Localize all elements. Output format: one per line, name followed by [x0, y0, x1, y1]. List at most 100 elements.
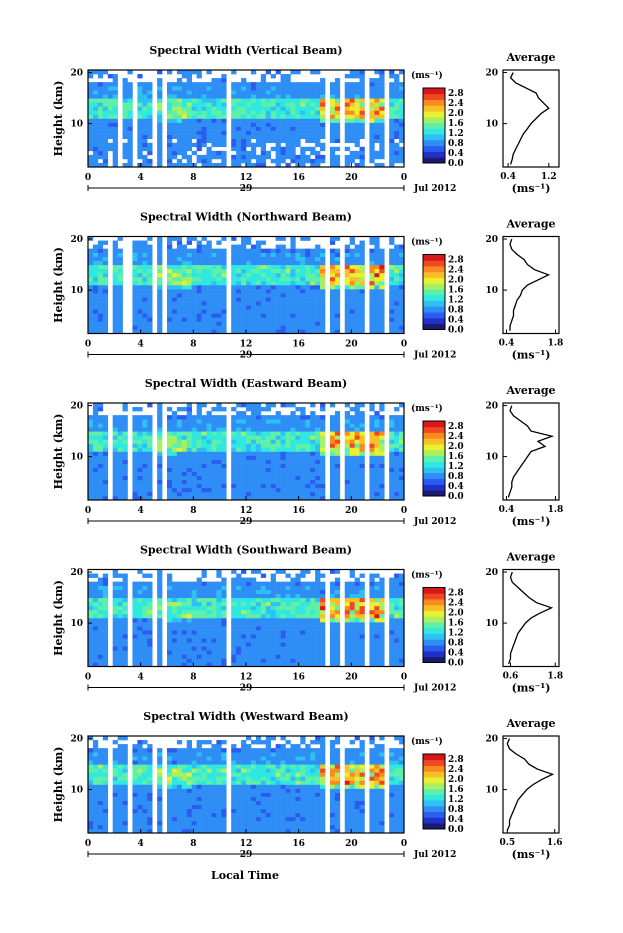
heatmap-cell: [290, 582, 295, 586]
heatmap-cell: [246, 289, 251, 293]
heatmap-cell: [132, 317, 137, 321]
heatmap-cell: [236, 139, 241, 143]
heatmap-cell: [360, 415, 365, 419]
heatmap-cell: [281, 321, 286, 325]
heatmap-cell: [221, 590, 226, 594]
heatmap-cell: [113, 447, 118, 451]
heatmap-cell: [182, 654, 187, 658]
heatmap-cell: [290, 634, 295, 638]
heatmap-cell: [118, 277, 123, 281]
heatmap-cell: [123, 650, 128, 654]
heatmap-cell: [330, 456, 335, 460]
heatmap-cell: [379, 464, 384, 468]
heatmap-cell: [216, 143, 221, 147]
heatmap-cell: [93, 301, 98, 305]
heatmap-cell: [305, 289, 310, 293]
heatmap-cell: [295, 456, 300, 460]
heatmap-cell: [295, 273, 300, 277]
heatmap-cell: [360, 155, 365, 159]
heatmap-cell: [207, 139, 212, 143]
average-frame: [503, 237, 559, 334]
heatmap-cell: [394, 147, 399, 151]
heatmap-cell: [310, 488, 315, 492]
heatmap-cell: [88, 492, 93, 496]
heatmap-cell: [281, 151, 286, 155]
heatmap-cell: [221, 159, 226, 163]
heatmap-cell: [202, 285, 207, 289]
heatmap-cell: [379, 82, 384, 86]
heatmap-cell: [379, 435, 384, 439]
heatmap-cell: [221, 626, 226, 630]
heatmap-cell: [197, 427, 202, 431]
heatmap-cell: [300, 257, 305, 261]
heatmap-cell: [113, 305, 118, 309]
heatmap-cell: [137, 427, 142, 431]
date-day: 29: [240, 184, 253, 194]
heatmap-cell: [192, 452, 197, 456]
heatmap-cell: [266, 484, 271, 488]
heatmap-cell: [157, 650, 162, 654]
heatmap-cell: [118, 646, 123, 650]
heatmap-cell: [216, 249, 221, 253]
x-tick-label: 0: [85, 173, 91, 183]
heatmap-cell: [103, 325, 108, 329]
heatmap-cell: [246, 460, 251, 464]
heatmap: [88, 403, 404, 500]
heatmap-cell: [182, 82, 187, 86]
heatmap-cell: [271, 602, 276, 606]
heatmap-cell: [330, 646, 335, 650]
heatmap-cell: [167, 590, 172, 594]
colorbar-swatch: [423, 306, 445, 312]
heatmap-cell: [98, 297, 103, 301]
heatmap-cell: [123, 419, 128, 423]
heatmap-cell: [355, 443, 360, 447]
heatmap-cell: [157, 151, 162, 155]
heatmap-cell: [118, 650, 123, 654]
heatmap-cell: [172, 439, 177, 443]
heatmap-cell: [172, 415, 177, 419]
heatmap-cell: [88, 586, 93, 590]
heatmap-cell: [157, 472, 162, 476]
heatmap-cell: [345, 654, 350, 658]
heatmap-cell: [355, 658, 360, 662]
heatmap-cell: [241, 464, 246, 468]
heatmap-cell: [128, 151, 133, 155]
heatmap-cell: [147, 594, 152, 598]
colorbar-swatch: [423, 260, 445, 266]
heatmap-cell: [330, 297, 335, 301]
heatmap-cell: [246, 472, 251, 476]
heatmap-cell: [172, 606, 177, 610]
heatmap-cell: [192, 273, 197, 277]
heatmap-cell: [137, 261, 142, 265]
colorbar-tick-label: 1.6: [448, 452, 464, 462]
heatmap-cell: [360, 94, 365, 98]
heatmap-cell: [330, 110, 335, 114]
heatmap-cell: [335, 106, 340, 110]
heatmap-cell: [211, 435, 216, 439]
heatmap-cell: [330, 159, 335, 163]
heatmap-cell: [177, 313, 182, 317]
heatmap-cell: [350, 269, 355, 273]
heatmap-cell: [379, 456, 384, 460]
heatmap-cell: [128, 82, 133, 86]
heatmap-cell: [350, 114, 355, 118]
heatmap-cell: [167, 143, 172, 147]
heatmap-cell: [137, 650, 142, 654]
heatmap-cell: [167, 317, 172, 321]
heatmap-cell: [216, 98, 221, 102]
heatmap-cell: [261, 94, 266, 98]
heatmap-cell: [172, 265, 177, 269]
heatmap-cell: [345, 614, 350, 618]
heatmap-cell: [98, 480, 103, 484]
heatmap-cell: [374, 618, 379, 622]
heatmap-cell: [379, 293, 384, 297]
heatmap-cell: [286, 127, 291, 131]
heatmap-cell: [256, 435, 261, 439]
heatmap-cell: [88, 297, 93, 301]
heatmap-cell: [330, 123, 335, 127]
heatmap-cell: [187, 321, 192, 325]
heatmap-cell: [251, 488, 256, 492]
heatmap-cell: [300, 427, 305, 431]
heatmap-cell: [315, 123, 320, 127]
heatmap-cell: [360, 492, 365, 496]
